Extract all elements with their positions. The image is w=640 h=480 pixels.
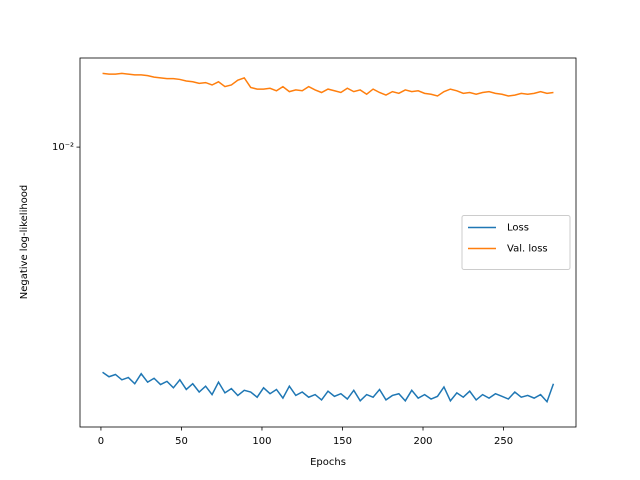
legend-label: Val. loss [507,244,548,255]
y-axis-label: Negative log-likelihood [19,185,30,300]
legend-label: Loss [507,223,529,234]
x-tick-label: 50 [175,436,188,447]
x-tick-label: 200 [413,436,432,447]
x-axis-label: Epochs [310,457,346,468]
x-tick-label: 0 [98,436,104,447]
x-tick-label: 150 [333,436,352,447]
series-line [102,371,555,404]
y-tick-label: 10⁻² [52,142,74,153]
x-tick-label: 100 [252,436,271,447]
legend-box [461,215,571,270]
x-tick-label: 250 [494,436,513,447]
plot-frame [79,57,577,428]
series-line [102,72,554,97]
